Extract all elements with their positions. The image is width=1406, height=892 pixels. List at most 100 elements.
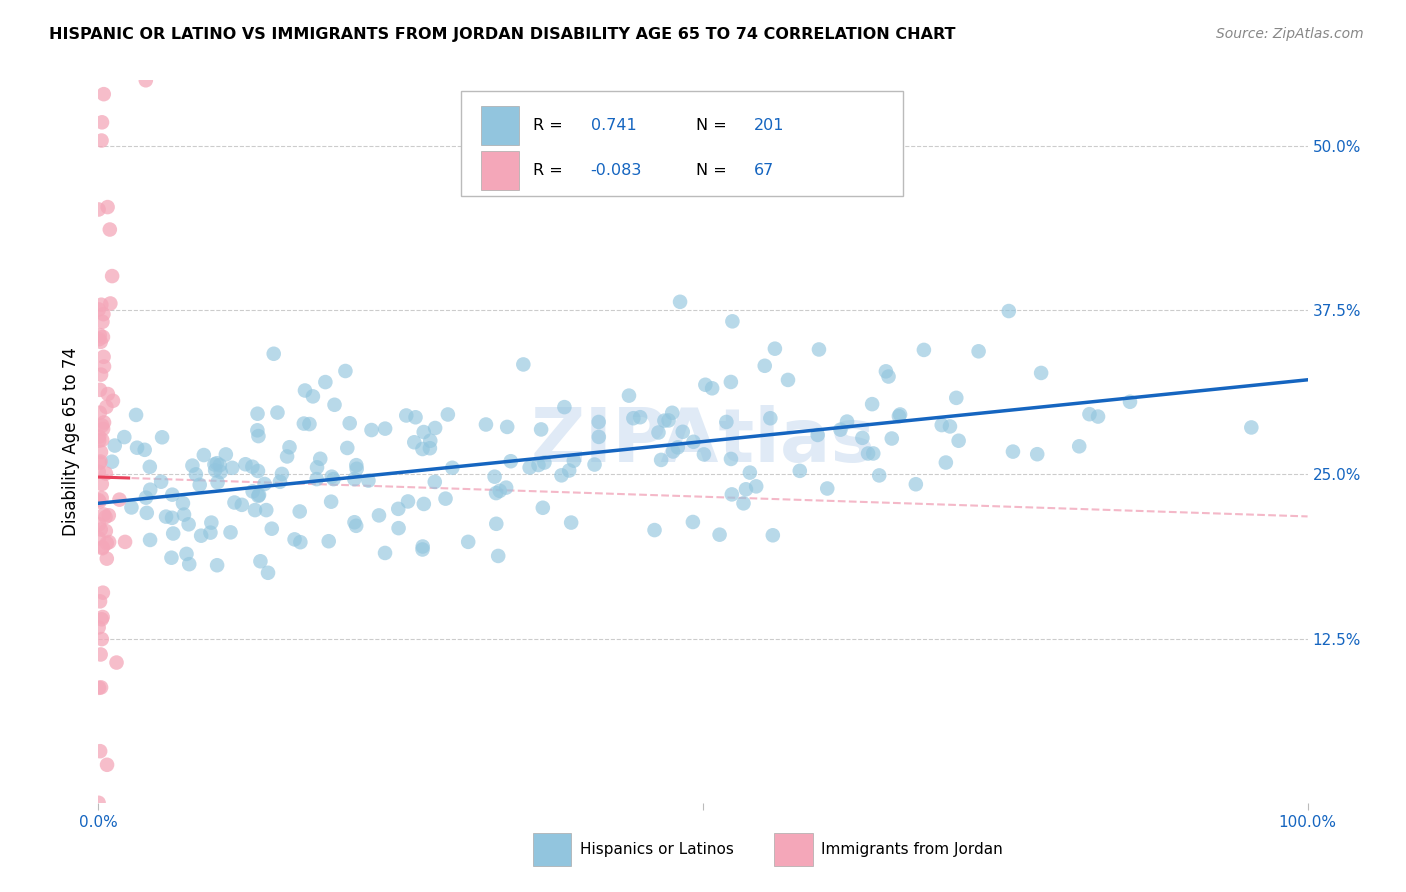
Point <box>877 369 900 384</box>
Point <box>457 534 479 549</box>
Point <box>89 594 111 608</box>
Point <box>89 434 111 448</box>
Point <box>485 486 508 500</box>
Point <box>302 389 325 403</box>
Point <box>931 418 953 433</box>
Point <box>96 551 118 566</box>
Point <box>693 447 716 461</box>
Point <box>1069 439 1091 453</box>
Text: N =: N = <box>696 163 727 178</box>
Point <box>87 465 110 479</box>
Point <box>221 460 243 475</box>
Point <box>89 454 111 468</box>
Point <box>87 202 110 217</box>
Point <box>246 407 269 421</box>
Point <box>720 375 742 389</box>
Point <box>1240 420 1263 434</box>
Text: 201: 201 <box>754 119 785 134</box>
FancyBboxPatch shape <box>533 833 571 866</box>
Point <box>125 441 148 455</box>
Point <box>1029 366 1052 380</box>
Point <box>108 492 131 507</box>
Point <box>889 408 911 422</box>
Point <box>672 425 695 439</box>
Point <box>173 508 195 522</box>
Point <box>754 359 776 373</box>
Point <box>344 458 367 472</box>
Point <box>91 540 114 554</box>
Point <box>150 430 173 444</box>
Point <box>135 73 157 87</box>
Point <box>495 481 517 495</box>
Point <box>139 483 162 497</box>
Point <box>90 334 112 349</box>
Point <box>89 494 111 508</box>
Point <box>904 477 927 491</box>
Point <box>257 566 280 580</box>
Point <box>87 302 110 317</box>
Point <box>269 475 291 489</box>
Point <box>93 508 115 522</box>
Point <box>357 474 380 488</box>
Point <box>97 200 120 214</box>
Point <box>423 421 446 435</box>
Point <box>709 527 731 541</box>
Point <box>90 445 112 459</box>
Point <box>90 523 112 537</box>
Point <box>939 419 962 434</box>
Point <box>434 491 457 506</box>
Point <box>288 504 311 518</box>
Point <box>90 368 112 382</box>
Text: Hispanics or Latinos: Hispanics or Latinos <box>579 842 734 857</box>
Point <box>807 428 830 442</box>
Point <box>335 364 357 378</box>
Y-axis label: Disability Age 65 to 74: Disability Age 65 to 74 <box>62 347 80 536</box>
Point <box>488 483 510 498</box>
Point <box>276 450 298 464</box>
Point <box>530 422 553 436</box>
Point <box>1087 409 1109 424</box>
Point <box>93 416 115 430</box>
Point <box>184 467 207 482</box>
FancyBboxPatch shape <box>481 106 519 145</box>
Point <box>179 557 201 571</box>
Point <box>560 516 582 530</box>
Point <box>437 408 460 422</box>
Point <box>339 416 361 430</box>
Point <box>284 533 307 547</box>
Text: 0.741: 0.741 <box>591 119 637 134</box>
Point <box>134 442 156 457</box>
Point <box>485 516 508 531</box>
Point <box>475 417 498 432</box>
Text: R =: R = <box>533 163 562 178</box>
Point <box>96 536 118 550</box>
Point <box>90 298 112 312</box>
Point <box>702 381 724 395</box>
Point <box>93 359 115 374</box>
Point <box>721 314 744 328</box>
Point <box>101 269 124 284</box>
Point <box>533 456 555 470</box>
Point <box>91 433 114 447</box>
Point <box>721 487 744 501</box>
Point <box>745 479 768 493</box>
Point <box>935 456 957 470</box>
Point <box>412 540 434 554</box>
Point <box>368 508 391 523</box>
Text: Immigrants from Jordan: Immigrants from Jordan <box>821 842 1004 857</box>
Point <box>553 400 575 414</box>
Point <box>716 415 738 429</box>
Point <box>496 420 519 434</box>
Point <box>666 441 689 455</box>
Point <box>759 411 782 425</box>
Point <box>860 397 883 411</box>
Point <box>87 517 110 532</box>
Point <box>682 434 704 449</box>
Point <box>412 497 434 511</box>
Point <box>89 328 111 343</box>
Point <box>114 535 136 549</box>
Point <box>176 547 198 561</box>
Point <box>343 515 366 529</box>
Point <box>204 463 226 477</box>
Point <box>263 347 285 361</box>
